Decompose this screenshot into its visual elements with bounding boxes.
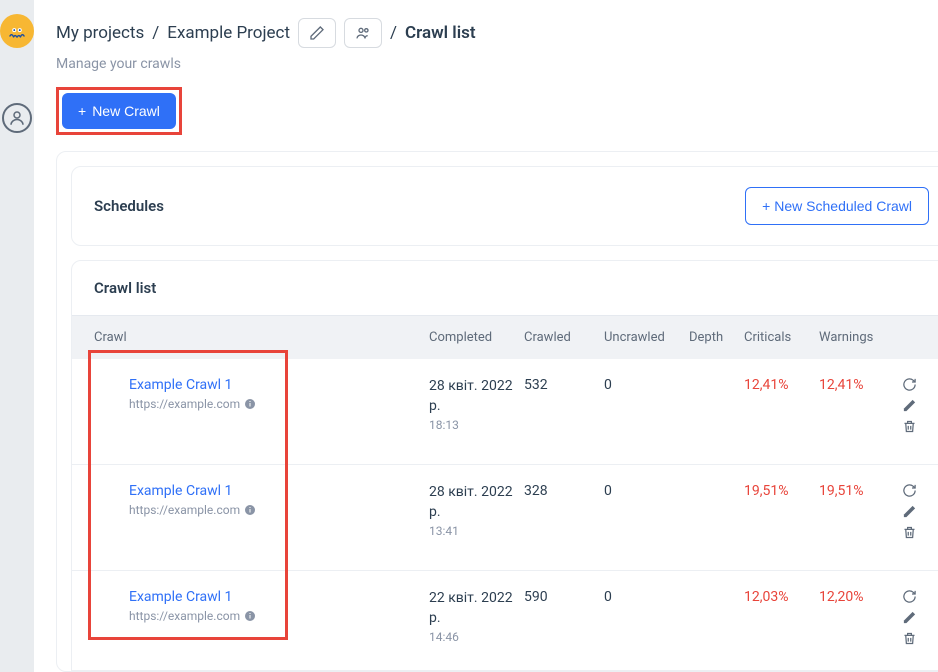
cell-warnings: 19,51% (819, 483, 889, 499)
cell-crawl: Example Crawl 1 https://example.com (94, 377, 429, 411)
table-row: Example Crawl 1 https://example.com 28 к… (72, 465, 938, 571)
users-icon (355, 25, 371, 41)
cell-uncrawled: 0 (604, 377, 689, 393)
crawl-name-link[interactable]: Example Crawl 1 (129, 377, 429, 393)
cell-crawl: Example Crawl 1 https://example.com (94, 589, 429, 623)
info-icon (244, 504, 256, 516)
new-scheduled-crawl-button[interactable]: + New Scheduled Crawl (745, 187, 929, 225)
cell-criticals: 12,03% (744, 589, 819, 605)
plus-icon: + (762, 198, 770, 214)
pencil-icon[interactable] (902, 398, 917, 413)
cell-actions (889, 589, 929, 646)
info-icon (244, 610, 256, 622)
info-icon (244, 398, 256, 410)
profile-icon[interactable] (2, 103, 32, 133)
cell-criticals: 19,51% (744, 483, 819, 499)
highlight-new-crawl: + New Crawl (56, 87, 182, 135)
table-row: Example Crawl 1 https://example.com 22 к… (72, 571, 938, 671)
col-header-crawl: Crawl (94, 330, 429, 345)
col-header-criticals: Criticals (744, 330, 819, 345)
breadcrumb-separator: / (152, 23, 159, 43)
pencil-icon (309, 25, 325, 41)
pencil-icon[interactable] (902, 610, 917, 625)
col-header-depth: Depth (689, 330, 744, 345)
cell-uncrawled: 0 (604, 589, 689, 605)
plus-icon: + (78, 103, 86, 119)
page-subtitle: Manage your crawls (56, 56, 938, 72)
col-header-actions (889, 330, 929, 345)
content-area: Schedules + New Scheduled Crawl Crawl li… (56, 151, 938, 672)
edit-project-button[interactable] (298, 18, 336, 48)
crawl-list-title: Crawl list (72, 261, 938, 315)
cell-crawled: 590 (524, 589, 604, 605)
app-logo[interactable] (0, 14, 34, 48)
cell-warnings: 12,41% (819, 377, 889, 393)
crawl-url: https://example.com (129, 609, 429, 623)
crawl-name-link[interactable]: Example Crawl 1 (129, 483, 429, 499)
table-row: Example Crawl 1 https://example.com 28 к… (72, 359, 938, 465)
main-content: My projects / Example Project / Crawl li… (34, 0, 938, 672)
cell-crawled: 328 (524, 483, 604, 499)
table-header: Crawl Completed Crawled Uncrawled Depth … (72, 315, 938, 359)
breadcrumb-project[interactable]: Example Project (167, 23, 290, 43)
cell-completed: 28 квіт. 2022 р. 13:41 (429, 483, 524, 538)
new-scheduled-label: New Scheduled Crawl (774, 198, 912, 214)
crawl-url: https://example.com (129, 503, 429, 517)
cell-warnings: 12,20% (819, 589, 889, 605)
crawl-url: https://example.com (129, 397, 429, 411)
cell-completed: 22 квіт. 2022 р. 14:46 (429, 589, 524, 644)
team-button[interactable] (344, 18, 382, 48)
trash-icon[interactable] (902, 419, 917, 434)
cell-completed: 28 квіт. 2022 р. 18:13 (429, 377, 524, 432)
cell-crawled: 532 (524, 377, 604, 393)
breadcrumb-current: Crawl list (405, 23, 476, 43)
trash-icon[interactable] (902, 631, 917, 646)
cell-uncrawled: 0 (604, 483, 689, 499)
col-header-completed: Completed (429, 330, 524, 345)
crawl-name-link[interactable]: Example Crawl 1 (129, 589, 429, 605)
refresh-icon[interactable] (902, 483, 917, 498)
schedules-title: Schedules (94, 197, 164, 215)
cell-actions (889, 377, 929, 434)
col-header-warnings: Warnings (819, 330, 889, 345)
breadcrumb: My projects / Example Project / Crawl li… (56, 18, 938, 48)
new-crawl-button[interactable]: + New Crawl (62, 93, 176, 129)
pencil-icon[interactable] (902, 504, 917, 519)
col-header-uncrawled: Uncrawled (604, 330, 689, 345)
schedules-panel: Schedules + New Scheduled Crawl (71, 166, 938, 246)
new-crawl-label: New Crawl (92, 103, 160, 119)
cell-crawl: Example Crawl 1 https://example.com (94, 483, 429, 517)
cell-criticals: 12,41% (744, 377, 819, 393)
left-rail (0, 0, 34, 672)
table-body: Example Crawl 1 https://example.com 28 к… (72, 359, 938, 671)
refresh-icon[interactable] (902, 377, 917, 392)
breadcrumb-root[interactable]: My projects (56, 23, 144, 43)
breadcrumb-separator: / (390, 23, 397, 43)
refresh-icon[interactable] (902, 589, 917, 604)
crawl-list-panel: Crawl list Crawl Completed Crawled Uncra… (71, 260, 938, 671)
col-header-crawled: Crawled (524, 330, 604, 345)
trash-icon[interactable] (902, 525, 917, 540)
cell-actions (889, 483, 929, 540)
